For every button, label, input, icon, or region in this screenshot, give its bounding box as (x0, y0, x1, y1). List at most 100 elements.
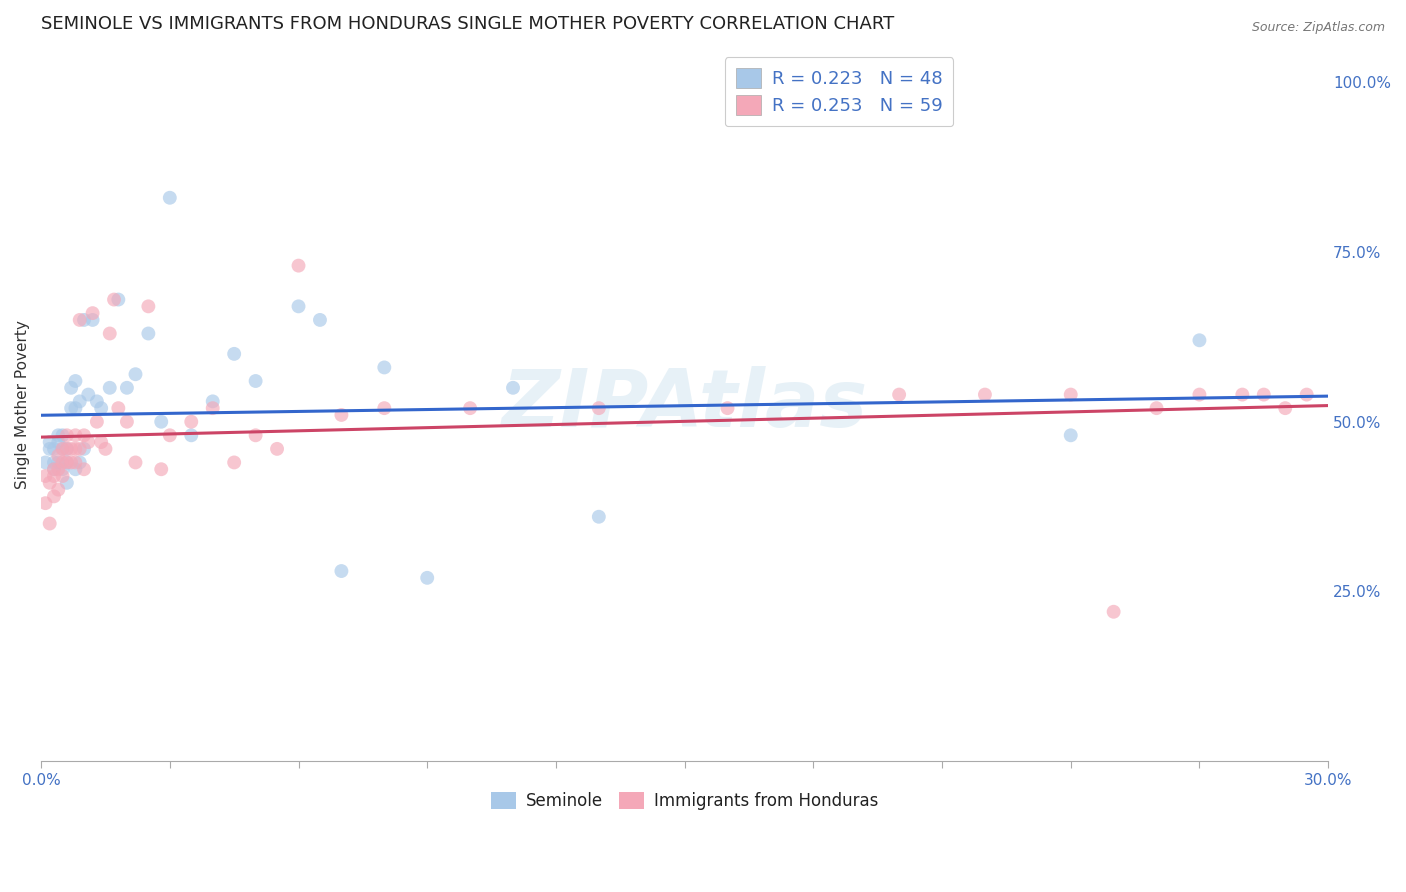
Point (60, 442, 83, 456)
Point (51, 469, 73, 483)
Point (588, 509, 610, 524)
Point (373, 401, 395, 416)
Point (51, 442, 73, 456)
Point (69, 313, 91, 327)
Point (56, 455, 79, 469)
Point (98, 326, 121, 341)
Point (201, 401, 224, 416)
Point (94, 442, 117, 456)
Point (224, 455, 246, 469)
Point (46, 483, 69, 497)
Point (180, 415, 202, 429)
Point (138, 326, 160, 341)
Point (51, 455, 73, 469)
Point (56, 428, 79, 442)
Point (458, 401, 481, 416)
Point (56, 442, 79, 456)
Point (42, 462, 65, 476)
Point (46, 435, 69, 450)
Point (266, 442, 288, 456)
Point (201, 394, 224, 409)
Point (38, 516, 60, 531)
Point (77, 435, 100, 450)
Y-axis label: Single Mother Poverty: Single Mother Poverty (15, 320, 30, 489)
Point (42, 462, 65, 476)
Point (150, 415, 173, 429)
Point (103, 293, 125, 307)
Point (82, 313, 104, 327)
Point (1188, 387, 1211, 401)
Point (65, 455, 87, 469)
Point (124, 455, 146, 469)
Point (98, 381, 121, 395)
Point (77, 387, 100, 401)
Point (1188, 333, 1211, 347)
Point (90, 401, 112, 416)
Text: Source: ZipAtlas.com: Source: ZipAtlas.com (1251, 21, 1385, 34)
Point (1146, 401, 1168, 416)
Point (107, 401, 129, 416)
Point (86, 394, 108, 409)
Point (287, 299, 309, 313)
Point (373, 360, 395, 375)
Point (245, 428, 267, 442)
Point (65, 462, 87, 476)
Point (1102, 605, 1125, 619)
Point (65, 428, 87, 442)
Point (159, 191, 181, 205)
Point (180, 428, 202, 442)
Point (38, 435, 60, 450)
Point (588, 401, 610, 416)
Point (330, 408, 353, 422)
Point (309, 313, 332, 327)
Point (107, 293, 129, 307)
Point (69, 394, 91, 409)
Point (42, 455, 65, 469)
Point (73, 428, 96, 442)
Point (159, 428, 181, 442)
Point (115, 415, 138, 429)
Point (46, 449, 69, 463)
Point (65, 401, 87, 416)
Text: SEMINOLE VS IMMIGRANTS FROM HONDURAS SINGLE MOTHER POVERTY CORRELATION CHART: SEMINOLE VS IMMIGRANTS FROM HONDURAS SIN… (41, 15, 894, 33)
Point (1253, 387, 1275, 401)
Legend: Seminole, Immigrants from Honduras: Seminole, Immigrants from Honduras (484, 785, 886, 817)
Point (60, 381, 83, 395)
Point (716, 401, 738, 416)
Point (115, 381, 138, 395)
Point (46, 462, 69, 476)
Point (86, 415, 108, 429)
Point (73, 442, 96, 456)
Point (51, 428, 73, 442)
Point (42, 489, 65, 503)
Point (887, 387, 910, 401)
Point (224, 347, 246, 361)
Point (56, 475, 79, 490)
Point (65, 442, 87, 456)
Point (245, 374, 267, 388)
Text: ZIPAtlas: ZIPAtlas (502, 366, 868, 443)
Point (1060, 387, 1083, 401)
Point (38, 442, 60, 456)
Point (124, 368, 146, 382)
Point (1274, 401, 1296, 416)
Point (38, 475, 60, 490)
Point (82, 306, 104, 320)
Point (1295, 387, 1317, 401)
Point (90, 435, 112, 450)
Point (138, 299, 160, 313)
Point (502, 381, 524, 395)
Point (416, 571, 439, 585)
Point (73, 462, 96, 476)
Point (51, 462, 73, 476)
Point (60, 401, 83, 416)
Point (1232, 387, 1254, 401)
Point (34, 496, 56, 510)
Point (56, 442, 79, 456)
Point (1060, 428, 1083, 442)
Point (65, 374, 87, 388)
Point (46, 455, 69, 469)
Point (150, 462, 173, 476)
Point (56, 455, 79, 469)
Point (42, 469, 65, 483)
